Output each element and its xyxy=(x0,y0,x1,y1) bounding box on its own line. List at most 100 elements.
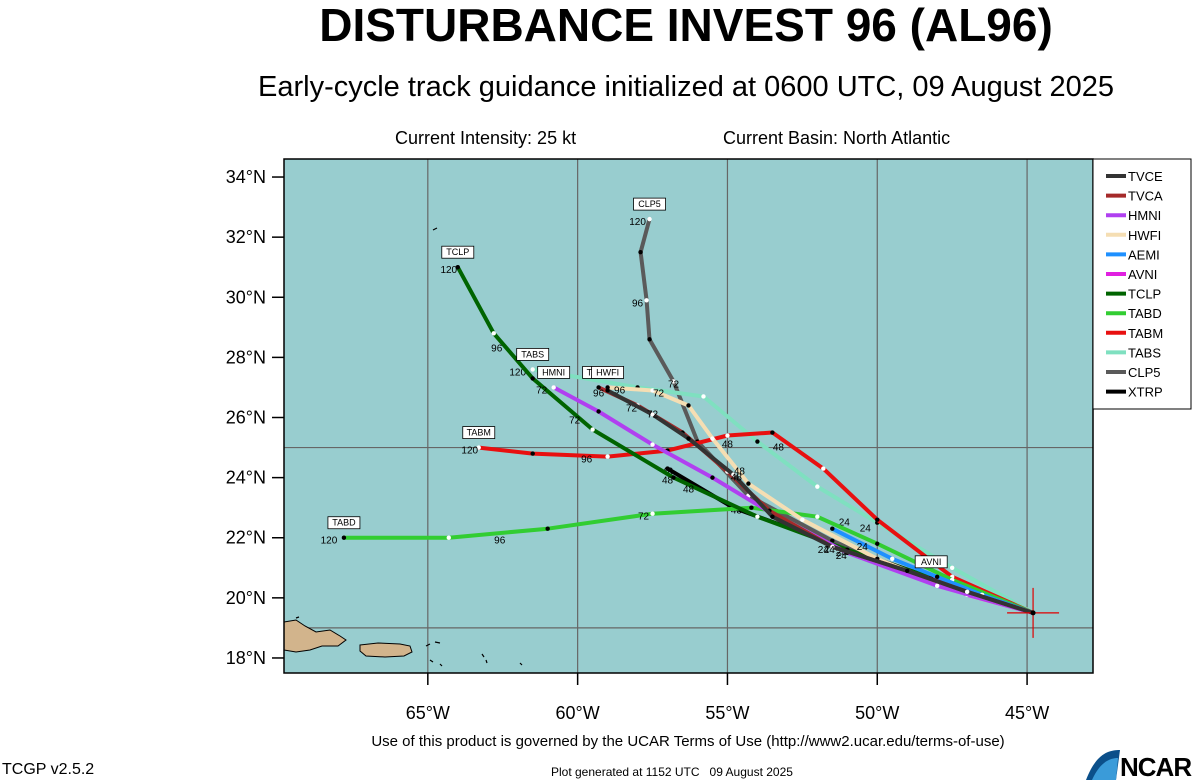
track-point xyxy=(476,445,481,450)
track-point xyxy=(755,514,760,519)
track-point xyxy=(647,216,652,222)
forecast-hour-label: 72 xyxy=(638,512,650,523)
landmass xyxy=(284,227,523,667)
track-point xyxy=(341,535,347,540)
track-point xyxy=(551,385,556,390)
y-tick-label: 24°N xyxy=(226,468,266,488)
version-label: TCGP v2.5.2 xyxy=(2,761,95,778)
forecast-hour-label: 24 xyxy=(818,545,830,556)
track-point xyxy=(710,436,715,441)
track-point xyxy=(650,388,655,393)
forecast-hour-label: 120 xyxy=(629,217,646,228)
track-point xyxy=(605,385,610,390)
forecast-hour-label: 72 xyxy=(626,403,638,414)
forecast-hour-label: 24 xyxy=(860,524,872,535)
map-axes: 18°N 20°N 22°N 24°N 26°N 28°N 30°N 32°N 34°N 65°W… xyxy=(226,167,1049,723)
chart-subtitle: Early-cycle track guidance initialized a… xyxy=(258,71,1114,103)
legend-label: TCLP xyxy=(1128,287,1161,302)
forecast-hour-label: 24 xyxy=(836,551,848,562)
forecast-hour-label: 48 xyxy=(662,476,674,487)
track-tag-hwfi: HWFI xyxy=(591,366,624,379)
legend-label: TABM xyxy=(1128,326,1163,341)
tag-text: TABD xyxy=(332,518,356,528)
forecast-hour-label: 120 xyxy=(461,446,478,457)
chart-title: DISTURBANCE INVEST 96 (AL96) xyxy=(319,0,1053,51)
track-point xyxy=(671,475,676,480)
tag-box xyxy=(591,366,624,379)
track-point xyxy=(644,298,649,303)
forecast-hour-label: 48 xyxy=(683,485,695,496)
track-point xyxy=(686,403,691,408)
x-tick-label: 50°W xyxy=(855,703,899,723)
track-line xyxy=(476,430,1036,615)
track-point xyxy=(605,388,610,393)
track-point xyxy=(964,589,970,595)
legend-box xyxy=(1092,158,1192,410)
legend-item-tvca: TVCA xyxy=(1106,189,1163,204)
legend-label: TVCE xyxy=(1128,169,1163,184)
tag-text: TABM xyxy=(467,428,491,438)
forecast-hour-label: 48 xyxy=(773,443,785,454)
track-point xyxy=(875,517,880,522)
track-point xyxy=(934,574,940,580)
tag-box xyxy=(633,197,666,211)
track-line xyxy=(551,385,1036,615)
forecast-hour-label: 96 xyxy=(593,388,605,399)
current-position-marker xyxy=(1007,587,1060,638)
track-point xyxy=(731,472,736,477)
track-point xyxy=(770,430,775,435)
tag-box xyxy=(462,426,496,439)
track-point xyxy=(596,385,601,390)
generated-timestamp: Plot generated at 1152 UTC 09 August 202… xyxy=(551,765,793,779)
track-point xyxy=(830,544,835,549)
tag-text: HWFI xyxy=(596,367,619,377)
track-point xyxy=(686,436,691,441)
forecast-hour-label: 96 xyxy=(632,298,644,309)
track-point xyxy=(545,526,550,531)
legend-item-hwfi: HWFI xyxy=(1106,228,1161,243)
track-point xyxy=(710,475,715,480)
forecast-hour-label: 24 xyxy=(824,545,836,556)
forecast-hour-label: 72 xyxy=(668,379,680,390)
forecast-hour-label: 48 xyxy=(722,440,734,451)
track-point xyxy=(446,535,451,540)
tag-box xyxy=(327,516,361,530)
y-tick-label: 26°N xyxy=(226,408,266,428)
legend-label: HMNI xyxy=(1128,208,1161,223)
current-basin-label: Current Basin: North Atlantic xyxy=(723,128,951,148)
track-tag-avni: AVNI xyxy=(914,555,948,569)
x-tick-label: 65°W xyxy=(406,703,450,723)
legend-item-xtrp: XTRP xyxy=(1106,385,1163,400)
track-point xyxy=(530,451,535,456)
model-tracks: 4848729612024120489612072961202448961202… xyxy=(321,197,1036,615)
track-tag-hmni: HMNI xyxy=(537,366,571,379)
track-point xyxy=(650,412,655,417)
track-point xyxy=(905,568,910,574)
current-position-dot xyxy=(1030,610,1036,616)
track-point xyxy=(821,466,826,471)
track-point xyxy=(590,427,595,432)
track-point xyxy=(830,526,835,531)
legend-label: AEMI xyxy=(1128,247,1160,262)
legend-item-aemi: AEMI xyxy=(1106,247,1160,262)
puerto-rico-land xyxy=(359,642,413,658)
map-frame xyxy=(283,158,1094,674)
track-point xyxy=(671,379,676,384)
legend-item-tabs: TABS xyxy=(1106,345,1161,360)
track-tag-clp5: CLP5 xyxy=(633,197,666,211)
tag-text: TCLP xyxy=(446,247,469,257)
tag-text: HMNI xyxy=(542,367,565,377)
forecast-hour-label: 24 xyxy=(836,548,848,559)
track-point xyxy=(755,439,760,444)
tag-text: AVNI xyxy=(921,557,941,567)
track-tag-tabm: TABM xyxy=(462,426,496,439)
forecast-hour-label: 72 xyxy=(653,388,665,399)
y-tick-label: 28°N xyxy=(226,347,266,367)
legend-label: TABD xyxy=(1128,306,1162,321)
tag-box xyxy=(441,245,475,259)
tag-text: CLP5 xyxy=(638,199,661,209)
forecast-hour-label: 120 xyxy=(321,536,338,547)
track-point xyxy=(815,484,820,489)
legend-label: XTRP xyxy=(1128,385,1163,400)
